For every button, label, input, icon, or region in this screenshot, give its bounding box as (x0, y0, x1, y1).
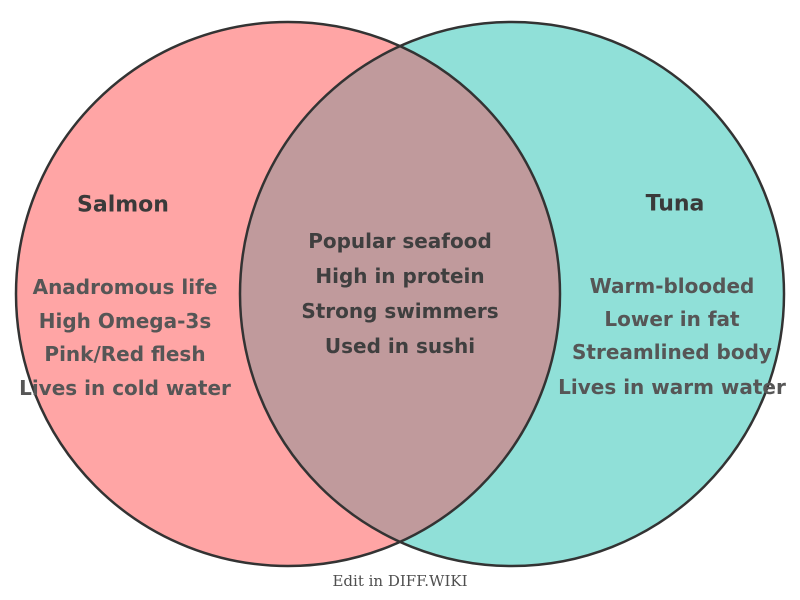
intersection-item: High in protein (315, 264, 484, 288)
left-set-item: Anadromous life (33, 275, 218, 299)
left-set-item: High Omega-3s (39, 309, 211, 333)
right-set-item: Lower in fat (604, 307, 740, 331)
intersection-item: Strong swimmers (301, 299, 498, 323)
left-set-item: Pink/Red flesh (44, 342, 205, 366)
right-set-title: Tuna (646, 192, 705, 217)
left-circle-outline (14, 20, 562, 568)
right-set-item: Warm-blooded (590, 274, 755, 298)
right-set-item: Streamlined body (572, 340, 772, 364)
left-set-title: Salmon (77, 193, 169, 218)
intersection-region-fill (240, 22, 560, 566)
intersection-item: Used in sushi (325, 334, 475, 358)
right-set-item: Lives in warm water (558, 375, 786, 399)
right-circle-outline (238, 20, 786, 568)
left-set-item: Lives in cold water (19, 376, 231, 400)
intersection-item: Popular seafood (308, 229, 492, 253)
edit-link[interactable]: Edit in DIFF.WIKI (332, 572, 467, 590)
